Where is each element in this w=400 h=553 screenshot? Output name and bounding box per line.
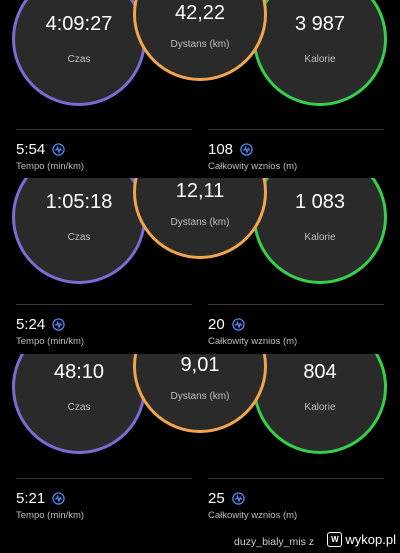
pace-value: 5:21 bbox=[16, 490, 46, 507]
ascent-value: 108 bbox=[208, 141, 234, 158]
time-label: Czas bbox=[67, 54, 91, 65]
activity-summary-1: 4:09:27 Czas 3 987 Kalorie 42,22 Dystans… bbox=[0, 0, 400, 178]
divider bbox=[16, 478, 192, 479]
pace-stat: 5:21 Tempo (min/km) bbox=[16, 490, 84, 521]
distance-value: 9,01 bbox=[180, 354, 220, 376]
calories-label: Kalorie bbox=[304, 232, 336, 243]
distance-circle: 12,11 Dystans (km) bbox=[133, 178, 267, 259]
distance-label: Dystans (km) bbox=[170, 39, 230, 50]
pulse-wave-icon[interactable] bbox=[52, 318, 65, 331]
divider bbox=[208, 129, 384, 130]
calories-circle: 1 083 Kalorie bbox=[253, 178, 387, 284]
activity-summary-2: 1:05:18 Czas 1 083 Kalorie 12,11 Dystans… bbox=[0, 178, 400, 354]
distance-circle: 42,22 Dystans (km) bbox=[133, 0, 267, 81]
pace-stat: 5:54 Tempo (min/km) bbox=[16, 141, 84, 172]
ascent-value: 20 bbox=[208, 316, 225, 333]
distance-value: 42,22 bbox=[174, 2, 226, 24]
pulse-wave-icon[interactable] bbox=[232, 318, 245, 331]
pace-label: Tempo (min/km) bbox=[16, 510, 85, 521]
ascent-label: Całkowity wznios (m) bbox=[208, 336, 298, 347]
calories-value: 804 bbox=[303, 361, 337, 383]
ascent-stat: 20 Całkowity wznios (m) bbox=[208, 316, 297, 347]
calories-circle: 3 987 Kalorie bbox=[253, 0, 387, 106]
pace-label: Tempo (min/km) bbox=[16, 161, 85, 172]
time-circle: 4:09:27 Czas bbox=[12, 0, 146, 106]
pace-stat: 5:24 Tempo (min/km) bbox=[16, 316, 84, 347]
site-logo: W wykop.pl bbox=[327, 532, 396, 547]
distance-label: Dystans (km) bbox=[170, 391, 230, 402]
ascent-label: Całkowity wznios (m) bbox=[208, 161, 298, 172]
time-label: Czas bbox=[67, 402, 91, 413]
ascent-label: Całkowity wznios (m) bbox=[208, 510, 298, 521]
calories-value: 1 083 bbox=[294, 191, 346, 213]
time-circle: 48:10 Czas bbox=[12, 354, 146, 454]
pulse-wave-icon[interactable] bbox=[52, 143, 65, 156]
distance-circle: 9,01 Dystans (km) bbox=[133, 354, 267, 433]
pulse-wave-icon[interactable] bbox=[240, 143, 253, 156]
divider bbox=[208, 304, 384, 305]
divider bbox=[16, 304, 192, 305]
pace-value: 5:24 bbox=[16, 316, 46, 333]
calories-label: Kalorie bbox=[304, 402, 336, 413]
pace-label: Tempo (min/km) bbox=[16, 336, 85, 347]
pace-value: 5:54 bbox=[16, 141, 46, 158]
divider bbox=[208, 478, 384, 479]
pulse-wave-icon[interactable] bbox=[232, 492, 245, 505]
site-name: wykop.pl bbox=[345, 532, 396, 547]
calories-value: 3 987 bbox=[294, 13, 346, 35]
watermark-footer: duzy_bialy_mis z W wykop.pl bbox=[0, 527, 400, 553]
distance-label: Dystans (km) bbox=[170, 217, 230, 228]
wykop-logo-icon: W bbox=[327, 532, 343, 547]
time-label: Czas bbox=[67, 232, 91, 243]
author-name: duzy_bialy_mis z bbox=[234, 536, 314, 548]
divider bbox=[16, 129, 192, 130]
time-circle: 1:05:18 Czas bbox=[12, 178, 146, 284]
time-value: 1:05:18 bbox=[45, 191, 113, 213]
time-value: 4:09:27 bbox=[45, 13, 113, 35]
pulse-wave-icon[interactable] bbox=[52, 492, 65, 505]
activity-summary-3: 48:10 Czas 804 Kalorie 9,01 Dystans (km)… bbox=[0, 354, 400, 527]
ascent-stat: 25 Całkowity wznios (m) bbox=[208, 490, 297, 521]
time-value: 48:10 bbox=[53, 361, 105, 383]
ascent-stat: 108 Całkowity wznios (m) bbox=[208, 141, 297, 172]
calories-circle: 804 Kalorie bbox=[253, 354, 387, 454]
distance-value: 12,11 bbox=[175, 180, 225, 202]
ascent-value: 25 bbox=[208, 490, 225, 507]
calories-label: Kalorie bbox=[304, 54, 336, 65]
